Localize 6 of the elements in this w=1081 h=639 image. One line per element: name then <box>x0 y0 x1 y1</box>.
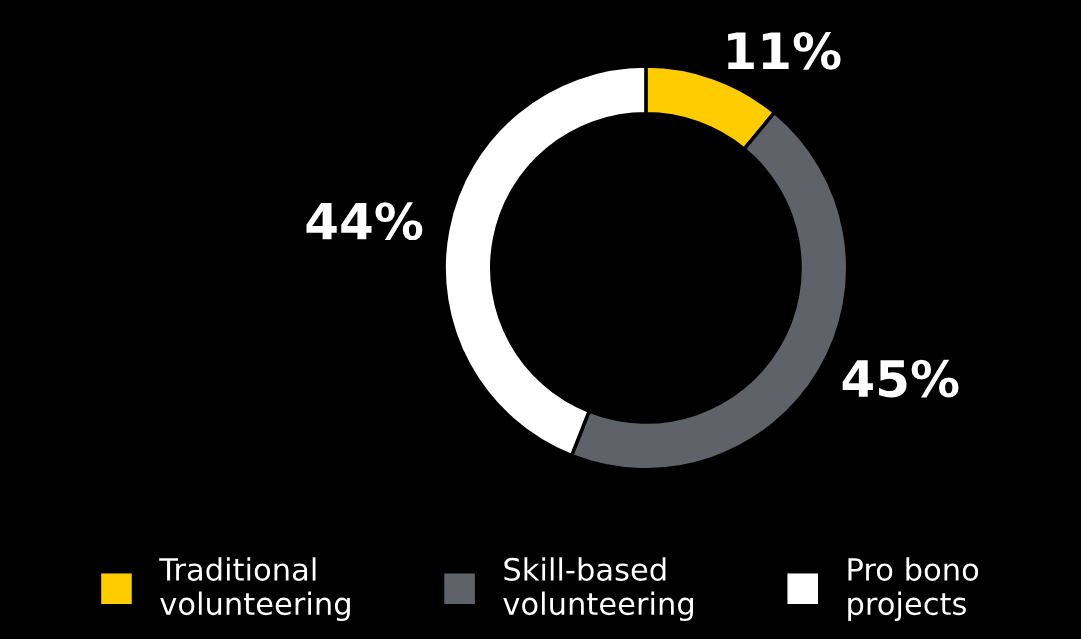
data-label: 45% <box>842 359 959 398</box>
legend-label: Skill-based volunteering <box>503 557 693 622</box>
data-label: 11% <box>728 31 841 70</box>
data-label: 44% <box>306 202 423 241</box>
legend-label: Pro bono projects <box>848 557 979 622</box>
legend-label: Traditional volunteering <box>159 557 350 622</box>
